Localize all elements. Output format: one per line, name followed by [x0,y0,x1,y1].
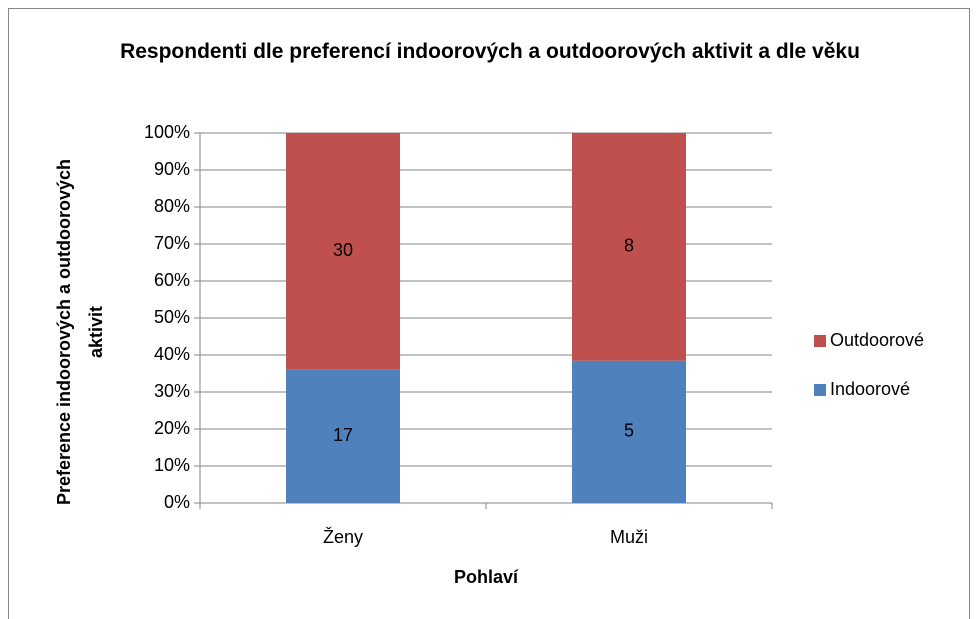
data-label: 30 [333,240,353,260]
x-axis-label: Pohlaví [454,567,519,587]
legend-label: Outdoorové [830,330,924,350]
y-tick-label: 50% [154,307,190,327]
y-tick-label: 10% [154,455,190,475]
y-tick-label: 80% [154,196,190,216]
chart-border [8,8,970,619]
y-tick-label: 70% [154,233,190,253]
x-tick-label: Muži [610,527,648,547]
x-tick-label: Ženy [323,527,363,547]
y-tick-label: 90% [154,159,190,179]
bar-segment [286,369,400,503]
legend-label: Indoorové [830,379,910,399]
data-label: 8 [624,236,634,256]
y-axis-label: Preference indoorových a outdoorových ak… [54,158,106,506]
y-tick-label: 100% [144,122,190,142]
data-label: 5 [624,421,634,441]
legend-swatch [814,335,826,347]
y-tick-label: 60% [154,270,190,290]
legend-swatch [814,384,826,396]
y-tick-label: 40% [154,344,190,364]
bar-segment [572,360,686,503]
y-tick-label: 30% [154,381,190,401]
y-tick-label: 0% [164,492,190,512]
y-tick-label: 20% [154,418,190,438]
data-label: 17 [333,425,353,445]
bar-segment [286,133,400,370]
bar-segment [572,133,686,361]
chart-title: Respondenti dle preferencí indoorových a… [120,40,860,63]
